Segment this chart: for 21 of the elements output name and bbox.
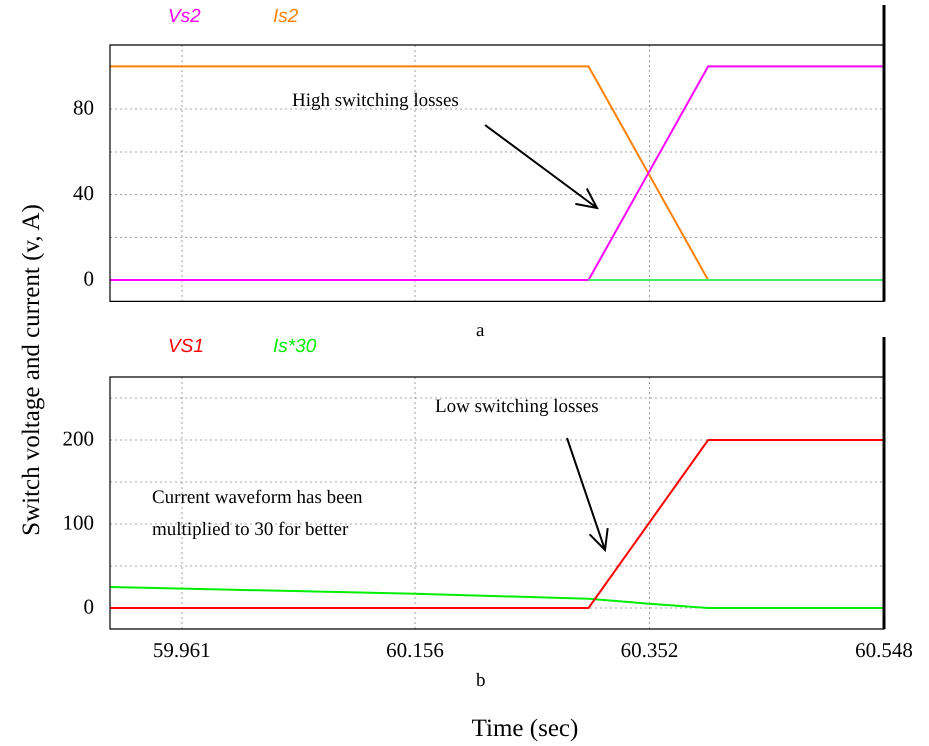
text: Vs2	[168, 6, 201, 28]
annotation: Current waveform has been multiplied to 30 for better	[152, 486, 364, 542]
y-tick-label: 40	[73, 181, 94, 206]
y-tick-label: 80	[73, 96, 94, 120]
x-tick-label: 60.156	[386, 638, 444, 662]
x-axis-title: Time (sec)	[472, 715, 578, 743]
x-tick-label: 60.548	[855, 638, 913, 662]
text: Is2	[273, 6, 298, 28]
text: a	[476, 320, 484, 342]
x-tick-label: 60.352	[620, 638, 678, 662]
y-tick-label: 0	[84, 594, 94, 619]
text: b	[476, 670, 486, 692]
y-tick-label: 100	[62, 510, 94, 535]
text: VS1	[168, 336, 204, 358]
y-tick-label: 0	[84, 266, 94, 291]
annotation: Low switching losses	[435, 396, 599, 418]
y-axis-title: Switch voltage and current (v, A)	[18, 204, 46, 536]
annotation: High switching losses	[292, 90, 459, 112]
text: Is*30	[273, 336, 316, 358]
y-tick-label: 200	[62, 426, 94, 451]
x-tick-label: 59.961	[152, 638, 211, 662]
